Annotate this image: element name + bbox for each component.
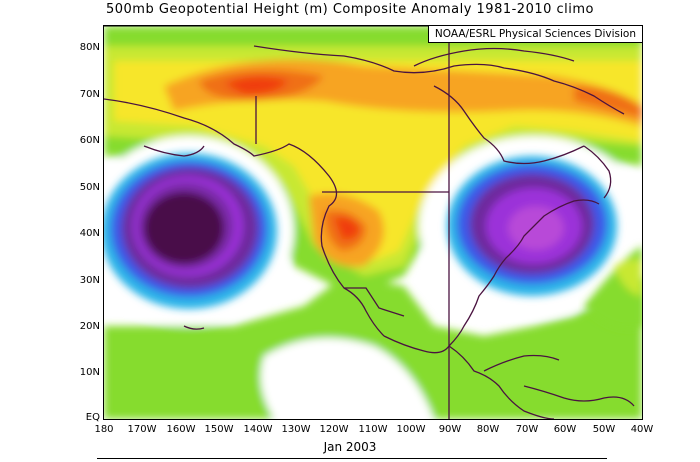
date-label: Jan 2003 bbox=[323, 440, 377, 454]
lat-label: EQ bbox=[85, 412, 100, 423]
lat-label: 30N bbox=[79, 275, 100, 286]
lon-label: 80W bbox=[476, 424, 500, 435]
lon-label: 40W bbox=[630, 424, 654, 435]
lon-label: 120W bbox=[319, 424, 349, 435]
lon-label: 100W bbox=[396, 424, 426, 435]
lon-label: 130W bbox=[281, 424, 311, 435]
lon-label: 110W bbox=[358, 424, 388, 435]
lat-label: 70N bbox=[79, 89, 100, 100]
lon-label: 160W bbox=[166, 424, 196, 435]
lon-label: 60W bbox=[553, 424, 577, 435]
lat-label: 80N bbox=[79, 42, 100, 53]
lat-label: 10N bbox=[79, 367, 100, 378]
map-title: 500mb Geopotential Height (m) Composite … bbox=[105, 2, 595, 17]
lon-label: 50W bbox=[592, 424, 616, 435]
lon-label: 170W bbox=[127, 424, 157, 435]
coastlines bbox=[104, 45, 635, 419]
credit-label: NOAA/ESRL Physical Sciences Division bbox=[427, 26, 642, 43]
lat-label: 60N bbox=[79, 135, 100, 146]
anomaly-map: NOAA/ESRL Physical Sciences Division bbox=[103, 25, 643, 420]
lat-label: 20N bbox=[79, 321, 100, 332]
colorbar-edge bbox=[97, 458, 607, 459]
anomaly-field bbox=[104, 26, 642, 419]
lon-label: 70W bbox=[515, 424, 539, 435]
lon-label: 90W bbox=[438, 424, 462, 435]
lon-label: 180 bbox=[94, 424, 114, 435]
lat-label: 40N bbox=[79, 228, 100, 239]
lon-label: 140W bbox=[243, 424, 273, 435]
lat-label: 50N bbox=[79, 182, 100, 193]
borders bbox=[255, 26, 450, 419]
lon-label: 150W bbox=[204, 424, 234, 435]
